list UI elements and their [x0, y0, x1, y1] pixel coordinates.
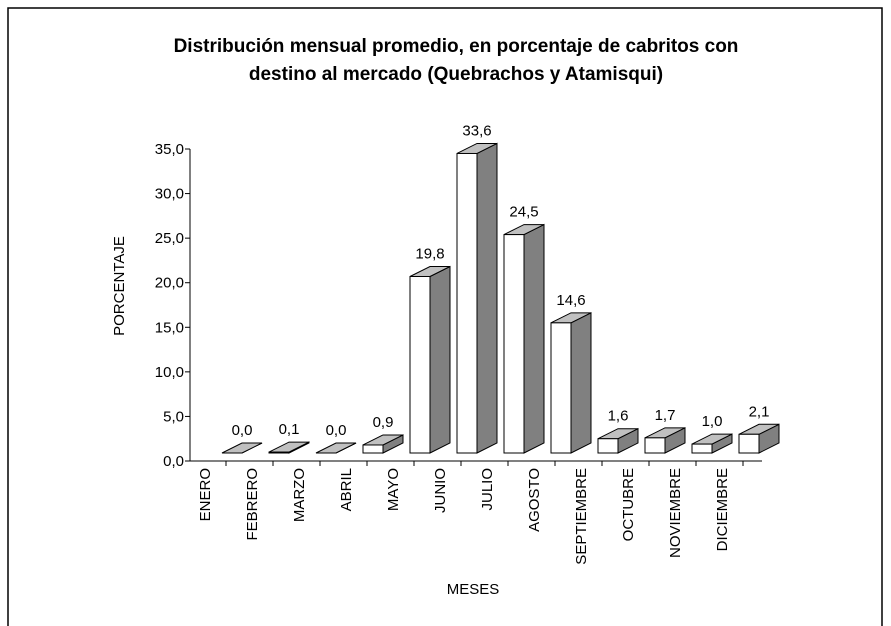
bar-side	[476, 142, 498, 454]
bar-top	[315, 442, 357, 454]
y-axis-label: PORCENTAJE	[111, 236, 128, 336]
x-tick-label: OCTUBRE	[620, 468, 637, 541]
y-tick-label: 5,0	[163, 408, 184, 425]
y-tick-label: 25,0	[155, 230, 184, 247]
bar-side	[523, 223, 545, 454]
bar	[644, 437, 666, 454]
value-label: 14,6	[556, 292, 585, 309]
x-tick-label: MARZO	[291, 468, 308, 522]
value-label: 33,6	[462, 122, 491, 139]
x-tick-label: SEPTIEMBRE	[573, 468, 590, 565]
bar-side	[570, 312, 592, 454]
chart-title: destino al mercado (Quebrachos y Atamisq…	[249, 64, 663, 85]
value-label: 1,0	[702, 413, 723, 430]
chart-title: Distribución mensual promedio, en porcen…	[174, 36, 739, 57]
value-label: 1,7	[655, 407, 676, 424]
y-tick-label: 30,0	[155, 186, 184, 203]
x-tick-label: FEBRERO	[244, 468, 261, 541]
bar-side	[429, 265, 451, 454]
y-tick-label: 10,0	[155, 364, 184, 381]
x-tick-label: JUNIO	[432, 468, 449, 513]
y-tick-label: 20,0	[155, 275, 184, 292]
value-label: 24,5	[509, 204, 538, 221]
bar	[456, 152, 478, 454]
bar	[503, 234, 525, 454]
x-axis-label: MESES	[447, 581, 500, 598]
x-tick-label: ENERO	[197, 468, 214, 521]
bar	[409, 275, 431, 454]
bar	[738, 433, 760, 454]
value-label: 0,0	[326, 422, 347, 439]
x-tick-label: DICIEMBRE	[714, 468, 731, 551]
bar	[362, 444, 384, 454]
bar	[550, 322, 572, 454]
y-tick-label: 35,0	[155, 141, 184, 158]
x-tick-label: AGOSTO	[526, 468, 543, 532]
value-label: 0,9	[373, 414, 394, 431]
value-label: 0,1	[279, 421, 300, 438]
bar-top	[221, 442, 263, 454]
value-label: 19,8	[415, 245, 444, 262]
x-tick-label: MAYO	[385, 468, 402, 511]
bar	[691, 443, 713, 454]
x-tick-label: ABRIL	[338, 468, 355, 511]
value-label: 2,1	[749, 403, 770, 420]
y-tick-label: 15,0	[155, 319, 184, 336]
y-tick-label: 0,0	[163, 453, 184, 470]
bar	[597, 438, 619, 454]
bar	[268, 451, 290, 454]
value-label: 0,0	[232, 422, 253, 439]
value-label: 1,6	[608, 408, 629, 425]
x-tick-label: JULIO	[479, 468, 496, 511]
x-tick-label: NOVIEMBRE	[667, 468, 684, 558]
